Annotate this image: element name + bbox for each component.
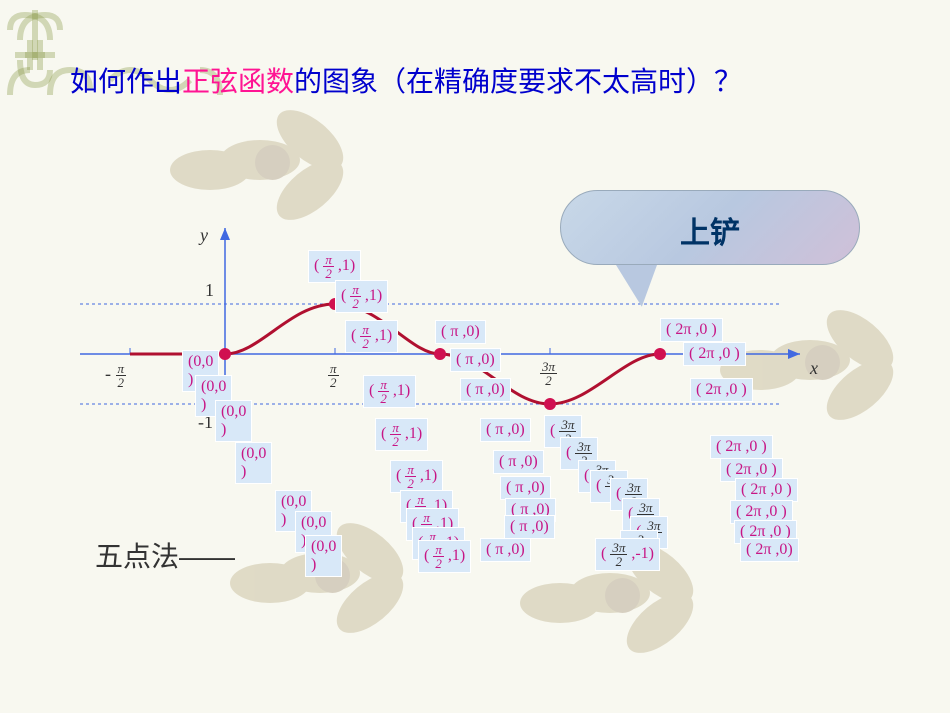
coord-label: ( π2 ,1) (345, 320, 398, 353)
speech-bubble: 上铲 (560, 190, 860, 280)
coord-label: ( π2 ,1) (375, 418, 428, 451)
coord-label: ( 2π ,0) (740, 538, 799, 562)
coord-label: ( π ,0) (435, 320, 486, 344)
coord-label: (0,0) (215, 400, 252, 442)
coord-label: ( π ,0) (460, 378, 511, 402)
bubble-text: 上铲 (560, 208, 860, 252)
tick-1: 1 (205, 280, 214, 301)
slide-title: 如何作出正弦函数的图象（在精确度要求不太高时）？ (70, 60, 742, 100)
coord-label: (0,0) (235, 442, 272, 484)
coord-label: ( π ,0) (480, 538, 531, 562)
title-pre: 如何作出 (70, 66, 182, 97)
title-highlight: 正弦函数 (182, 66, 294, 97)
method-text: 五点法—— (95, 535, 235, 575)
tick-pi2: π2 (328, 362, 339, 389)
y-arrow (220, 228, 230, 240)
coord-label: ( π ,0) (500, 476, 551, 500)
key-point (219, 348, 231, 360)
coord-label: ( 3π2 ,-1) (595, 538, 660, 571)
key-point (434, 348, 446, 360)
coord-label: ( π ,0) (480, 418, 531, 442)
coord-label: ( π ,0) (450, 348, 501, 372)
coord-label: ( π2 ,1) (418, 540, 471, 573)
coord-label: ( 2π ,0 ) (690, 378, 753, 402)
key-point (544, 398, 556, 410)
tick-negpi2: - π2 (105, 362, 126, 389)
coord-label: ( π2 ,1) (308, 250, 361, 283)
coord-label: ( π ,0) (493, 450, 544, 474)
coord-label: ( 2π ,0 ) (660, 318, 723, 342)
key-point (654, 348, 666, 360)
x-label: x (810, 358, 818, 379)
coord-label: ( π2 ,1) (335, 280, 388, 313)
coord-label: ( 2π ,0 ) (683, 342, 746, 366)
tick-3pi2: 3π2 (540, 360, 557, 387)
coord-label: ( π2 ,1) (390, 460, 443, 493)
y-label: y (200, 225, 208, 246)
coord-label: (0,0) (305, 535, 342, 577)
coord-label: ( 2π ,0 ) (710, 435, 773, 459)
coord-label: ( 2π ,0 ) (735, 478, 798, 502)
coord-label: ( π2 ,1) (363, 375, 416, 408)
x-arrow (788, 349, 800, 359)
title-post: 的图象（在精确度要求不太高时）？ (294, 66, 742, 97)
coord-label: ( π ,0) (504, 515, 555, 539)
